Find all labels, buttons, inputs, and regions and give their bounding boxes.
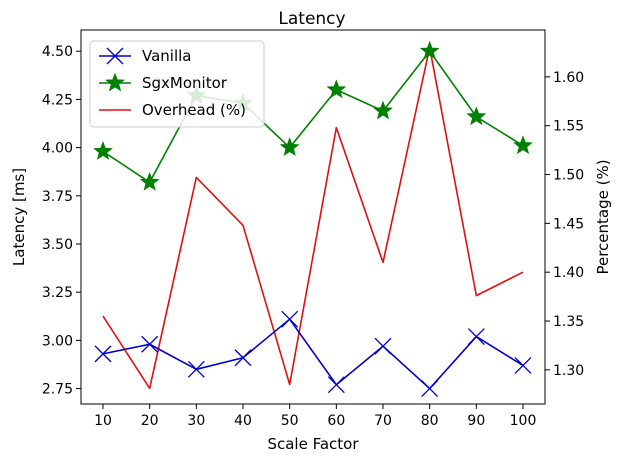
x-stroke — [187, 360, 205, 378]
vanilla-point — [141, 335, 159, 353]
x-tick-label: 50 — [281, 413, 299, 429]
series-overhead — [102, 46, 524, 390]
y2-tick-label: 1.35 — [553, 314, 584, 330]
plot-frame — [80, 29, 546, 405]
y-tick-label: 2.75 — [42, 382, 73, 398]
vanilla-point — [467, 328, 485, 345]
vanilla-point — [281, 310, 299, 328]
x-stroke — [374, 337, 392, 355]
vanilla-point — [374, 337, 392, 355]
legend-label-sgxmonitor: SgxMonitor — [142, 74, 228, 92]
y2-tick-label: 1.50 — [553, 168, 584, 184]
vanilla-point — [421, 380, 439, 398]
sgxmonitor-line — [102, 50, 524, 184]
x-axis: 10 20 30 40 50 60 70 80 90 100 — [94, 404, 536, 429]
vanilla-line — [102, 318, 524, 390]
x-stroke — [141, 335, 159, 353]
y2-tick-label: 1.60 — [553, 70, 584, 86]
x-stroke — [281, 310, 299, 328]
sgxmonitor-point — [373, 100, 393, 120]
y-tick-label: 3.50 — [42, 237, 73, 253]
vanilla-point — [187, 360, 205, 378]
x-tick-label: 90 — [467, 413, 485, 429]
x-tick-label: 30 — [187, 413, 205, 429]
x-stroke — [106, 47, 124, 65]
sgxmonitor-point — [466, 106, 487, 126]
sgxmonitor-point — [93, 141, 113, 160]
y-tick-label: 4.50 — [42, 44, 73, 60]
legend-label-overhead: Overhead (%) — [142, 101, 246, 119]
legend: Vanilla SgxMonitor Overhead (%) — [89, 40, 265, 128]
x-axis-label: Scale Factor — [267, 435, 359, 453]
overhead-line — [102, 46, 524, 390]
legend-marker-sgxmonitor — [105, 72, 125, 92]
y2-axis-label: Percentage (%) — [594, 159, 612, 274]
x-tick-label: 10 — [94, 413, 112, 429]
x-stroke — [327, 376, 345, 394]
vanilla-point — [94, 345, 112, 363]
y-tick-label: 4.25 — [42, 92, 73, 108]
legend-label-vanilla: Vanilla — [142, 47, 192, 65]
x-stroke — [467, 328, 485, 345]
x-tick-label: 70 — [374, 413, 392, 429]
y-tick-label: 3.25 — [42, 285, 73, 301]
vanilla-point — [234, 349, 252, 367]
x-stroke — [234, 349, 252, 367]
sgxmonitor-point — [139, 171, 160, 191]
y2-tick-label: 1.45 — [553, 216, 584, 232]
sgxmonitor-point — [419, 40, 440, 60]
x-tick-label: 100 — [510, 413, 537, 429]
legend-marker-vanilla — [106, 47, 124, 65]
y-tick-label: 4.00 — [42, 141, 73, 157]
legend-box — [89, 40, 265, 128]
series-layer — [93, 40, 533, 398]
x-stroke — [94, 345, 112, 363]
x-stroke — [421, 380, 439, 398]
x-tick-label: 80 — [421, 413, 439, 429]
x-tick-label: 40 — [234, 413, 252, 429]
y2-tick-label: 1.30 — [553, 363, 584, 379]
sgxmonitor-point — [513, 135, 533, 155]
y2-tick-label: 1.55 — [553, 119, 584, 135]
y2-tick-label: 1.40 — [553, 265, 584, 281]
chart-title: Latency — [278, 9, 345, 29]
y-tick-label: 3.75 — [42, 189, 73, 205]
sgxmonitor-point — [279, 137, 300, 157]
vanilla-point — [327, 376, 345, 394]
y-tick-label: 3.00 — [42, 333, 73, 349]
x-stroke — [514, 356, 532, 374]
series-vanilla — [94, 310, 532, 398]
y-axis-right: 1.30 1.35 1.40 1.45 1.50 1.55 1.60 — [545, 70, 584, 379]
sgxmonitor-point — [326, 79, 347, 99]
x-tick-label: 20 — [141, 413, 159, 429]
vanilla-point — [514, 356, 532, 374]
y-axis-label: Latency [ms] — [10, 168, 28, 266]
x-tick-label: 60 — [327, 413, 345, 429]
y-axis-left: 2.75 3.00 3.25 3.50 3.75 4.00 4.25 4.50 — [42, 44, 81, 398]
